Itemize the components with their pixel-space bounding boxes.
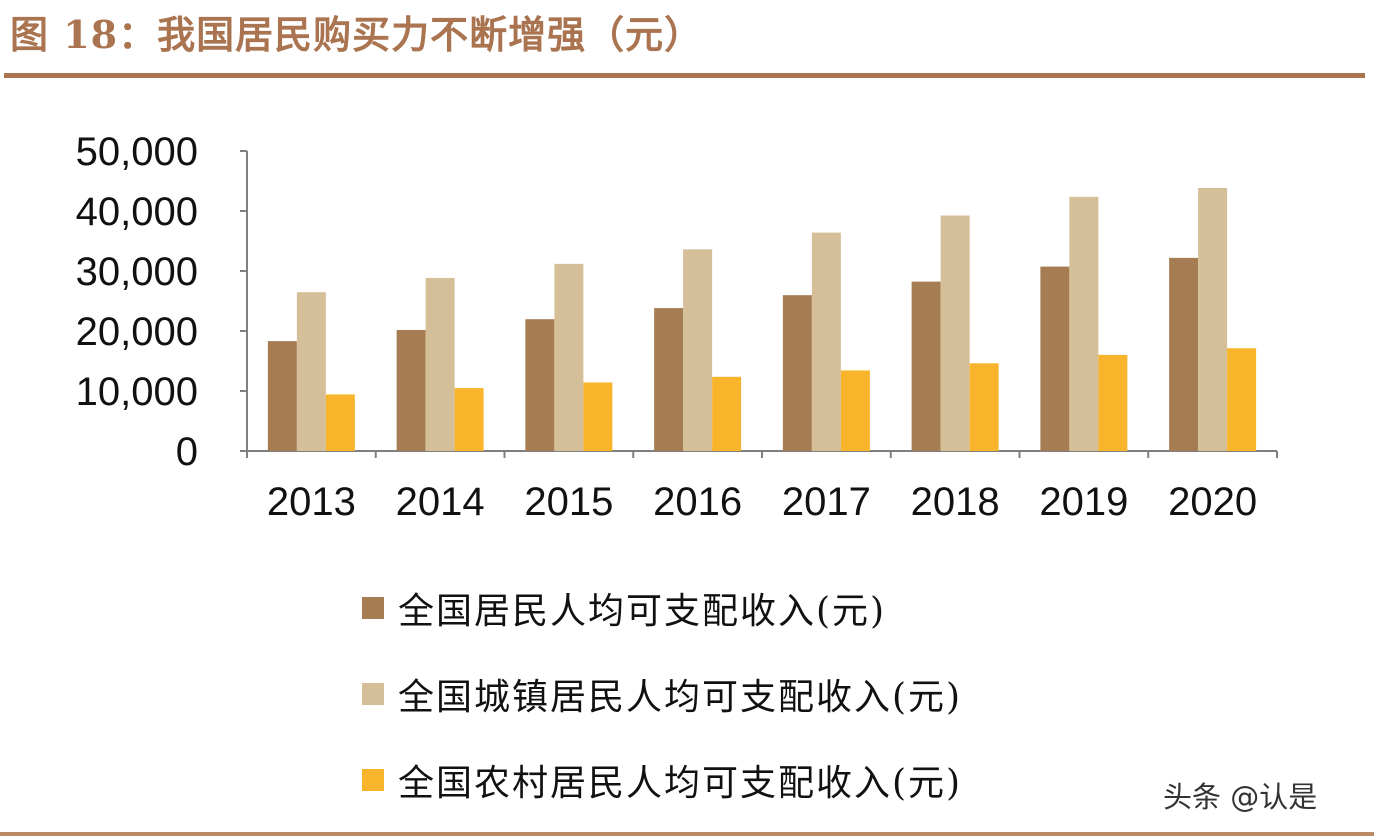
bar xyxy=(683,249,713,451)
legend-label: 全国城镇居民人均可支配收入(元) xyxy=(398,677,963,718)
bar xyxy=(782,295,812,451)
legend-swatch xyxy=(362,597,384,619)
bar xyxy=(454,388,484,451)
x-tick-label: 2015 xyxy=(524,480,613,524)
legend-swatch xyxy=(362,683,384,705)
legend-label: 全国居民人均可支配收入(元) xyxy=(398,591,887,632)
chart-labels: 0 10,000 20,000 30,000 40,000 50,000 2013 2014 2… xyxy=(76,130,1257,524)
bar xyxy=(911,281,941,451)
bar xyxy=(1069,196,1099,451)
chart-bars xyxy=(267,187,1257,451)
y-tick-label: 10,000 xyxy=(76,370,198,414)
bar xyxy=(940,215,970,451)
bar xyxy=(267,341,297,451)
bar xyxy=(1227,348,1257,451)
legend-label: 全国农村居民人均可支配收入(元) xyxy=(398,763,963,804)
bar xyxy=(811,232,841,451)
y-tick-label: 20,000 xyxy=(76,310,198,354)
bar xyxy=(425,277,455,451)
legend-item-urban: 全国城镇居民人均可支配收入(元) xyxy=(362,651,962,737)
x-tick-label: 2020 xyxy=(1168,480,1257,524)
title-underline xyxy=(4,73,1365,78)
bar xyxy=(840,370,870,451)
bar xyxy=(1198,187,1228,451)
legend-item-national: 全国居民人均可支配收入(元) xyxy=(362,565,962,651)
bar xyxy=(296,292,326,451)
x-tick-label: 2019 xyxy=(1039,480,1128,524)
y-tick-label: 0 xyxy=(176,430,198,474)
bar xyxy=(554,263,584,451)
bar xyxy=(1169,257,1199,451)
y-tick-label: 40,000 xyxy=(76,190,198,234)
bar xyxy=(969,363,999,451)
watermark: 头条 @认是 xyxy=(1163,780,1318,814)
bar xyxy=(325,394,355,451)
x-tick-label: 2016 xyxy=(653,480,742,524)
bar xyxy=(712,376,742,451)
chart-legend: 全国居民人均可支配收入(元) 全国城镇居民人均可支配收入(元) 全国农村居民人均… xyxy=(362,565,962,823)
y-tick-label: 50,000 xyxy=(76,130,198,174)
x-tick-label: 2014 xyxy=(396,480,485,524)
bar xyxy=(525,319,555,451)
bar xyxy=(396,329,426,451)
x-tick-label: 2018 xyxy=(911,480,1000,524)
footer-rule xyxy=(0,832,1374,836)
y-tick-label: 30,000 xyxy=(76,250,198,294)
x-tick-label: 2013 xyxy=(267,480,356,524)
bar xyxy=(583,382,613,451)
x-tick-label: 2017 xyxy=(782,480,871,524)
chart-title: 图 18：我国居民购买力不断增强（元） xyxy=(10,12,704,57)
bar xyxy=(654,308,684,451)
legend-swatch xyxy=(362,769,384,791)
bar xyxy=(1040,266,1070,451)
legend-item-rural: 全国农村居民人均可支配收入(元) xyxy=(362,737,962,823)
bar xyxy=(1098,354,1128,451)
